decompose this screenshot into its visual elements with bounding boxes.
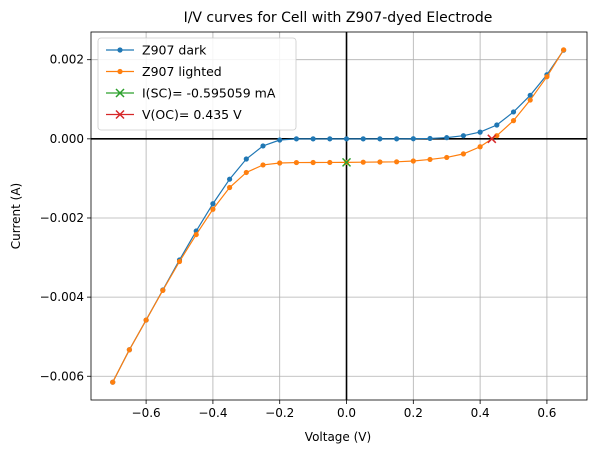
- data-point: [277, 160, 283, 166]
- marker-layer: [341, 134, 497, 167]
- legend-marker: [115, 109, 125, 120]
- data-point: [293, 136, 300, 142]
- y-tick-label: −0.006: [40, 369, 84, 383]
- x-axis-ticks: −0.6 −0.4 −0.2 0.0 0.2 0.4 0.6: [132, 400, 556, 420]
- chart-title: I/V curves for Cell with Z907-dyed Elect…: [184, 10, 493, 26]
- data-point: [427, 135, 433, 142]
- x-tick-label: 0.2: [404, 406, 423, 420]
- data-point: [477, 129, 483, 135]
- data-point: [227, 176, 233, 182]
- series-line: [112, 49, 565, 383]
- x-tick-label: −0.2: [265, 406, 294, 420]
- data-point: [494, 133, 500, 139]
- data-point: [527, 92, 533, 98]
- data-point: [360, 159, 366, 165]
- data-point: [260, 143, 266, 149]
- data-point: [460, 133, 467, 139]
- data-point: [410, 136, 416, 142]
- data-point: [527, 97, 533, 103]
- legend-entry: Z907 lighted: [106, 64, 222, 79]
- data-point: [110, 379, 116, 385]
- y-tick-label: −0.004: [40, 290, 84, 304]
- data-point: [310, 159, 316, 166]
- data-point: [327, 136, 333, 142]
- data-point: [360, 136, 366, 142]
- series-layer: [110, 47, 567, 385]
- x-tick-label: 0.0: [337, 406, 356, 420]
- data-point: [460, 151, 467, 157]
- legend-entry: V(OC)= 0.435 V: [106, 107, 242, 122]
- data-point: [410, 158, 416, 164]
- data-point: [227, 184, 233, 191]
- data-point: [427, 156, 433, 163]
- data-point: [494, 122, 500, 128]
- x-tick-label: 0.6: [537, 406, 556, 420]
- data-point: [243, 169, 249, 176]
- legend-label: Z907 lighted: [142, 64, 222, 79]
- data-point: [327, 159, 333, 166]
- legend-entry: I(SC)= -0.595059 mA: [106, 86, 276, 101]
- data-point: [293, 159, 300, 166]
- data-point: [143, 317, 149, 323]
- legend-marker: [115, 88, 125, 98]
- data-point: [561, 47, 567, 53]
- data-point: [377, 159, 383, 165]
- data-point: [394, 136, 400, 142]
- voc-marker: [487, 134, 497, 144]
- plot-frame: [90, 31, 588, 401]
- data-point: [310, 136, 316, 142]
- y-axis-label: Current (A): [9, 183, 23, 249]
- data-point: [477, 144, 483, 150]
- data-point: [377, 136, 383, 142]
- legend-box: [97, 37, 297, 131]
- data-point: [444, 135, 450, 141]
- legend-marker: [117, 68, 123, 75]
- data-point: [193, 231, 199, 238]
- y-axis-ticks: −0.006 −0.004 −0.002 0.000 0.002: [40, 53, 91, 383]
- data-point: [126, 347, 133, 353]
- data-point: [260, 162, 266, 168]
- data-point: [510, 118, 517, 124]
- legend-marker: [117, 47, 123, 53]
- data-point: [160, 287, 166, 293]
- y-tick-label: 0.000: [50, 132, 84, 146]
- data-point: [210, 201, 216, 207]
- data-point: [394, 159, 400, 165]
- data-point: [510, 109, 517, 115]
- data-point: [176, 258, 183, 265]
- legend-label: I(SC)= -0.595059 mA: [142, 86, 276, 101]
- x-axis-label: Voltage (V): [305, 430, 371, 444]
- data-point: [243, 156, 249, 162]
- data-point: [343, 136, 350, 142]
- data-point: [277, 137, 283, 143]
- data-point: [444, 154, 450, 161]
- legend-label: V(OC)= 0.435 V: [142, 107, 242, 122]
- legend: Z907 dark Z907 lighted I(SC)= -0.595059 mA…: [97, 37, 297, 131]
- y-tick-label: −0.002: [40, 211, 84, 225]
- y-tick-label: 0.002: [50, 53, 84, 67]
- x-tick-label: −0.6: [132, 406, 161, 420]
- legend-entry: Z907 dark: [106, 43, 207, 58]
- data-point: [210, 206, 216, 212]
- x-tick-label: −0.4: [198, 406, 227, 420]
- legend-label: Z907 dark: [142, 43, 207, 58]
- x-tick-label: 0.4: [471, 406, 490, 420]
- data-point: [544, 74, 550, 80]
- isc-marker: [341, 157, 352, 167]
